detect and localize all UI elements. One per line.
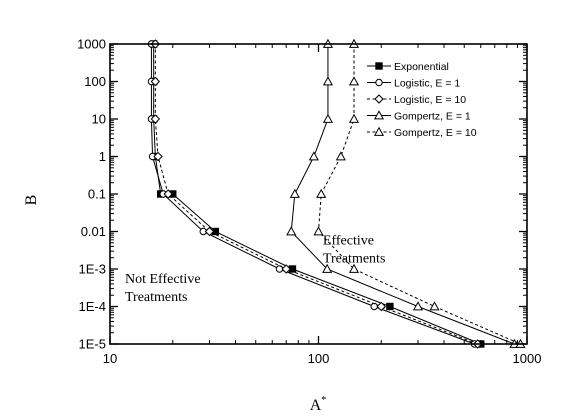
x-tick-label: 1000: [513, 351, 542, 366]
legend-entry: Logistic, E = 10: [367, 94, 466, 106]
data-point: [348, 76, 360, 86]
data-point: [322, 113, 333, 123]
data-point: [153, 151, 163, 162]
data-point: [281, 264, 291, 274]
legend-label: Exponential: [394, 61, 449, 73]
legend-marker: [375, 62, 383, 70]
y-tick-label: 0.1: [88, 187, 106, 202]
y-tick-label: 1E-5: [79, 337, 106, 352]
data-point: [150, 114, 161, 124]
data-point: [308, 151, 319, 161]
y-tick-label: 1: [99, 149, 106, 164]
data-point: [150, 76, 161, 87]
legend-marker: [373, 126, 385, 136]
legend-entry: Gompertz, E = 1: [367, 110, 471, 123]
legend-entry: Gompertz, E = 10: [367, 126, 477, 139]
legend-marker: [373, 110, 385, 120]
series-line: [317, 44, 521, 345]
legend-entry: Logistic, E = 1: [367, 78, 460, 90]
legend-label: Gompertz, E = 1: [394, 111, 471, 123]
y-tick-label: 10: [92, 112, 106, 127]
y-tick-label: 1000: [77, 37, 106, 52]
x-tick-label: 10: [103, 351, 117, 366]
data-point: [313, 226, 324, 236]
y-tick-label: 100: [84, 74, 106, 89]
series-3: [150, 39, 483, 349]
data-point: [348, 113, 360, 123]
legend-label: Gompertz, E = 10: [394, 127, 477, 139]
data-point: [289, 188, 300, 198]
data-point: [322, 76, 333, 86]
data-point: [370, 302, 378, 311]
x-axis-label: A*: [310, 395, 327, 414]
legend-label: Logistic, E = 1: [394, 78, 460, 90]
legend: Exponential Logistic, E = 1 Logistic, E = …: [367, 61, 477, 139]
y-tick-label: 0.01: [81, 224, 106, 239]
y-tick-label: 1E-4: [79, 299, 106, 314]
annotation: Not Effective Treatments: [125, 272, 201, 305]
x-tick-label: 100: [308, 351, 330, 366]
data-point: [204, 226, 215, 237]
legend-entry: Exponential: [367, 61, 449, 73]
data-point: [316, 188, 327, 198]
data-point: [412, 301, 424, 311]
data-point: [348, 263, 360, 273]
legend-label: Logistic, E = 10: [394, 94, 466, 106]
data-point: [322, 263, 333, 273]
data-point: [286, 226, 297, 236]
data-point: [335, 151, 346, 161]
data-point: [163, 189, 173, 199]
data-point: [429, 301, 440, 311]
data-point: [376, 301, 386, 312]
legend-marker: [374, 94, 384, 104]
legend-marker: [375, 78, 383, 87]
series-5: [313, 38, 526, 348]
y-axis-label: B: [23, 195, 40, 206]
annotation: Effective Treatments: [323, 234, 385, 267]
y-tick-label: 1E-3: [79, 262, 106, 277]
